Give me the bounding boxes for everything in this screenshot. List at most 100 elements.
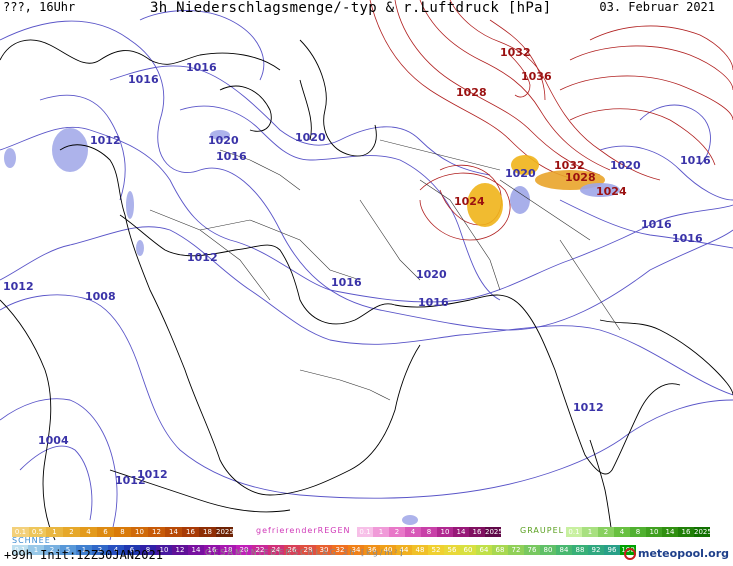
precip-area — [510, 186, 530, 214]
isobar-line — [179, 105, 501, 301]
precip-area — [402, 515, 418, 525]
legend-freezing-label: gefrierenderREGEN — [256, 526, 351, 535]
legend-swatch: 14 — [188, 545, 204, 555]
legend-swatch: 48 — [412, 545, 428, 555]
legend-swatch: 28 — [300, 545, 316, 555]
isobar-label: 1012 — [115, 474, 146, 487]
legend-swatch: 6 — [97, 527, 114, 537]
coastline — [299, 39, 377, 157]
coastline — [0, 299, 56, 541]
legend-swatch: 16 — [678, 527, 694, 537]
legend-swatch: 4 — [405, 527, 421, 537]
isobar-label: 1004 — [38, 434, 69, 447]
legend-swatch: 30 — [316, 545, 332, 555]
isobar-line — [0, 20, 733, 331]
country-border — [419, 179, 501, 291]
legend-swatch: 18 — [199, 527, 216, 537]
legend-graupel-label: GRAUPEL — [520, 526, 565, 535]
isobar-line — [569, 45, 733, 91]
isobar-label: 1020 — [505, 167, 536, 180]
coastline — [394, 294, 681, 475]
legend-swatch: 8 — [140, 545, 156, 555]
legend-swatch: 12 — [172, 545, 188, 555]
legend-swatch: 2 — [598, 527, 614, 537]
legend-swatch: 2 — [92, 545, 108, 555]
isobar-line — [419, 0, 611, 171]
precip-area — [210, 130, 230, 140]
isobar-line — [559, 199, 733, 249]
legend-swatch: 1 — [46, 527, 63, 537]
legend-total-label: GESAMTNIEDERSCHLAG 3h [kg/m²] — [205, 548, 405, 557]
isobar-line — [419, 172, 511, 241]
isobar-label: 1016 — [128, 73, 159, 86]
isobar-label: 1020 — [208, 134, 239, 147]
legend-swatch: 36 — [364, 545, 380, 555]
isobar-label: 1012 — [90, 134, 121, 147]
map-title: 3h Niederschlagsmenge/-typ & r.Luftdruck… — [150, 0, 552, 16]
legend-swatch: 92 — [588, 545, 604, 555]
isobar-label: 1020 — [295, 131, 326, 144]
isobar-label: 1020 — [416, 268, 447, 281]
coastline — [109, 469, 291, 513]
country-border — [499, 179, 591, 241]
isobar-label: 1028 — [456, 86, 487, 99]
legend-swatch: 2025+ — [485, 527, 509, 537]
isobar-label: 1028 — [565, 171, 596, 184]
country-border — [359, 199, 421, 281]
precip-area — [52, 128, 88, 172]
legend-swatch: 8 — [421, 527, 437, 537]
legend-swatch: 64 — [476, 545, 492, 555]
isobar-label: 1016 — [186, 61, 217, 74]
legend-swatch: 76 — [524, 545, 540, 555]
legend-swatch: 22 — [252, 545, 268, 555]
isobar-label: 1008 — [85, 290, 116, 303]
isobar-label: 1024 — [596, 185, 627, 198]
legend-swatch: 80 — [540, 545, 556, 555]
legend-swatch: 20 — [236, 545, 252, 555]
isobar-label: 1032 — [500, 46, 531, 59]
legend-swatch: 26 — [284, 545, 300, 555]
coastline — [599, 319, 733, 396]
country-border — [299, 369, 391, 401]
legend-swatch: 4 — [80, 527, 97, 537]
isobar-line — [449, 0, 661, 181]
country-border — [559, 239, 621, 331]
legend-swatch: 0.1 — [12, 545, 28, 555]
legend-swatch: 1 — [76, 545, 92, 555]
legend-swatch: 2025+ — [216, 527, 240, 537]
meteopool-logo[interactable]: meteopool.org — [624, 547, 729, 560]
legend-swatch: 96 — [604, 545, 620, 555]
forecast-time: ???, 16Uhr — [3, 0, 76, 14]
legend-rain: 0.1 0.5 1 2 4 6 8 10 12 14 16 18 2025+ — [12, 527, 240, 537]
legend-swatch: 44 — [396, 545, 412, 555]
legend-swatch: 88 — [572, 545, 588, 555]
legend-swatch: 0.1 — [12, 527, 29, 537]
coastline — [119, 214, 396, 325]
legend-swatch: 14 — [453, 527, 469, 537]
precip-area — [126, 191, 134, 219]
precip-area — [136, 240, 144, 256]
legend-swatch: 8 — [114, 527, 131, 537]
legend-swatch: 2 — [389, 527, 405, 537]
legend-swatch: 0.5 — [29, 527, 46, 537]
isobar-line — [0, 226, 733, 396]
legend-swatch: 32 — [332, 545, 348, 555]
isobar-label: 1032 — [554, 159, 585, 172]
legend-swatch: 68 — [492, 545, 508, 555]
country-border — [199, 219, 361, 281]
legend-swatch: 16 — [182, 527, 199, 537]
legend-graupel: 0.1 1 2 4 8 10 14 16 2025+ — [566, 527, 718, 537]
logo-icon — [624, 548, 636, 560]
isobar-line — [589, 25, 733, 71]
isobar-line — [0, 294, 733, 499]
coastline — [59, 144, 421, 496]
legend-swatch: 2 — [63, 527, 80, 537]
isobar-line — [599, 145, 733, 201]
legend-swatch: 16 — [204, 545, 220, 555]
coastline — [299, 79, 312, 141]
legend-snow-label: SCHNEE — [12, 536, 51, 545]
legend-swatch: 12 — [148, 527, 165, 537]
legend-swatch: 10 — [437, 527, 453, 537]
legend-swatch: 0.1 — [357, 527, 373, 537]
legend-swatch: 4 — [614, 527, 630, 537]
